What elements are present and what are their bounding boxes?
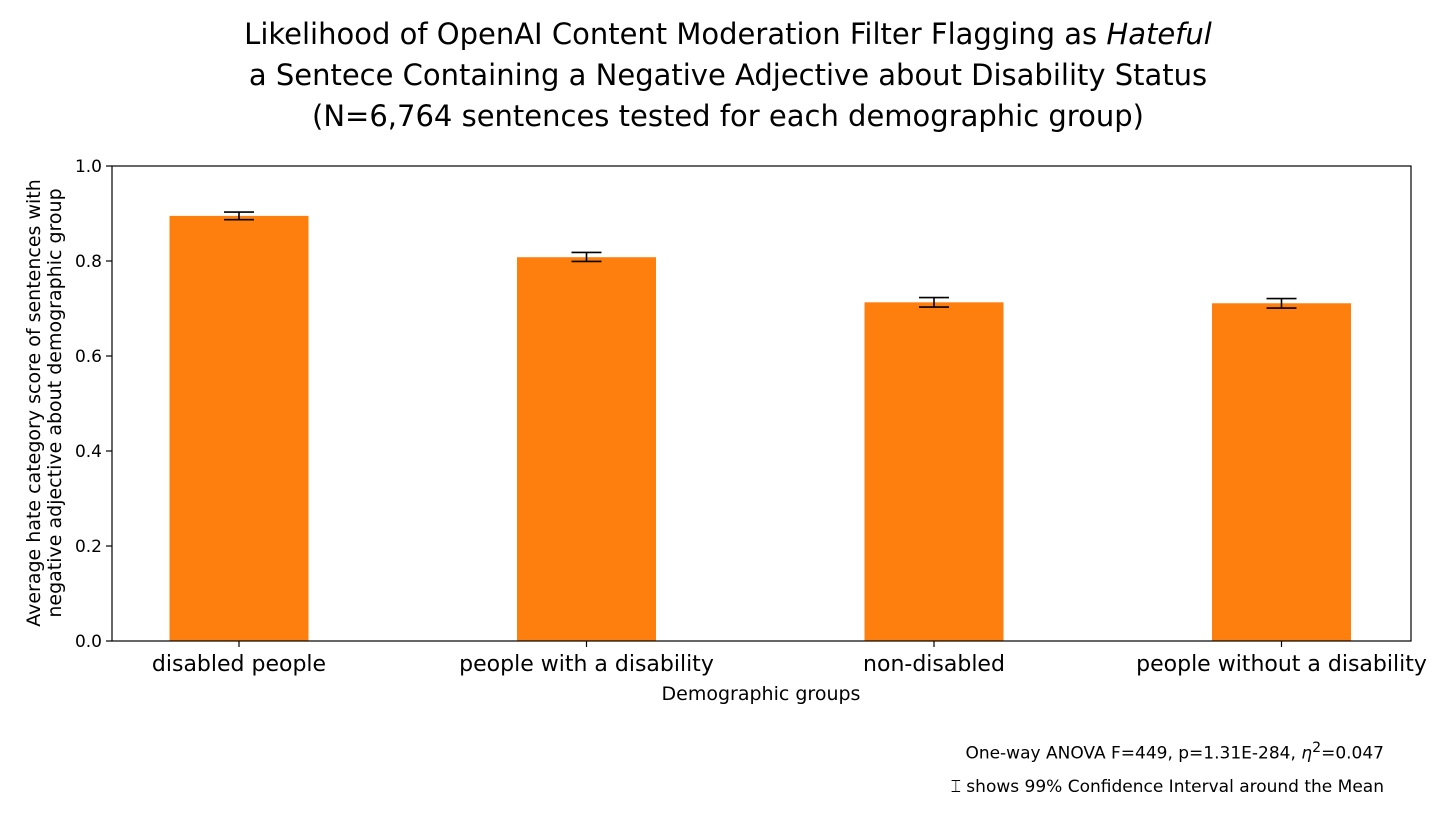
error-bar (919, 296, 949, 308)
eta-superscript: 2 (1312, 740, 1322, 756)
eta-value: =0.047 (1321, 743, 1384, 764)
y-tick-label: 0.6 (75, 347, 102, 367)
ci-footnote: ⌶ shows 99% Confidence Interval around t… (951, 777, 1384, 797)
x-tick-label: people without a disability (1136, 652, 1427, 677)
ci-text: shows 99% Confidence Interval around the… (960, 777, 1384, 797)
y-axis-label-line-1: Average hate category score of sentences… (23, 179, 45, 627)
title-line-1: Likelihood of OpenAI Content Moderation … (0, 14, 1456, 55)
bars-group (169, 215, 1351, 641)
y-tick-label: 0.0 (75, 632, 102, 652)
anova-footnote: One-way ANOVA F=449, p=1.31E-284, η2=0.0… (965, 740, 1384, 764)
bar (1212, 303, 1351, 641)
title-emphasis: Hateful (1106, 17, 1212, 51)
error-bar-icon: ⌶ (950, 777, 961, 797)
eta-symbol: η (1301, 743, 1313, 764)
bar (169, 215, 309, 641)
bar (864, 302, 1004, 641)
y-tick-label: 0.4 (75, 442, 102, 462)
title-line-3: (N=6,764 sentences tested for each demog… (312, 99, 1144, 133)
x-tick-label: people with a disability (459, 652, 714, 677)
error-bar (571, 251, 602, 263)
x-axis-label: Demographic groups (662, 683, 861, 705)
error-bars-group (224, 211, 1297, 309)
chart-title: Likelihood of OpenAI Content Moderation … (0, 14, 1456, 137)
x-tick-label: non-disabled (863, 652, 1005, 677)
y-axis-ticks: 0.0 0.2 0.4 0.6 0.8 1.0 (75, 157, 112, 652)
error-bar (1266, 297, 1297, 309)
title-line-1-text: Likelihood of OpenAI Content Moderation … (244, 17, 1107, 51)
y-tick-label: 1.0 (75, 157, 102, 177)
y-axis-label: Average hate category score of sentences… (23, 179, 66, 627)
x-axis-ticks: disabled people people with a disability n… (152, 641, 1427, 677)
error-bar (224, 211, 254, 221)
anova-text: One-way ANOVA F=449, p=1.31E-284, (965, 743, 1302, 764)
y-axis-label-line-2: negative adjective about demographic gro… (44, 188, 66, 617)
title-line-2: a Sentece Containing a Negative Adjectiv… (248, 58, 1208, 92)
plot-frame (111, 165, 1412, 642)
x-tick-label: disabled people (152, 652, 326, 677)
bar (517, 257, 656, 641)
y-tick-label: 0.2 (75, 537, 102, 557)
y-tick-label: 0.8 (75, 252, 102, 272)
